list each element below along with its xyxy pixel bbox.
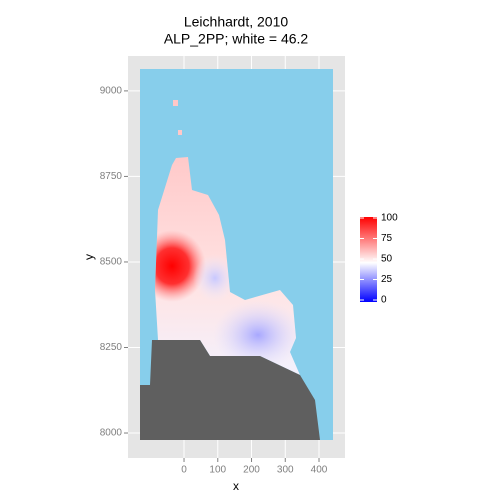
legend-label: 75 xyxy=(381,233,393,244)
y-tick-label: 8750 xyxy=(100,171,123,182)
x-tick-label: 300 xyxy=(277,465,294,476)
colorbar xyxy=(360,217,377,302)
y-tick-label: 8500 xyxy=(100,257,123,268)
x-tick-label: 100 xyxy=(209,465,226,476)
island xyxy=(178,130,182,135)
x-tick-label: 400 xyxy=(311,465,328,476)
y-tick-label: 8000 xyxy=(100,428,123,439)
legend-label: 50 xyxy=(381,254,393,265)
y-tick-label: 8250 xyxy=(100,342,123,353)
legend-label: 100 xyxy=(381,213,398,224)
legend-label: 0 xyxy=(381,295,387,306)
legend-label: 25 xyxy=(381,274,393,285)
x-axis-label: x xyxy=(233,479,239,493)
y-tick-label: 9000 xyxy=(100,86,123,97)
y-axis-label: y xyxy=(82,254,96,260)
x-tick-label: 0 xyxy=(181,465,187,476)
chart-title: Leichhardt, 2010 xyxy=(184,14,289,30)
island xyxy=(173,100,178,106)
x-tick-label: 200 xyxy=(243,465,260,476)
no-data-region xyxy=(140,340,320,440)
chart-subtitle: ALP_2PP; white = 46.2 xyxy=(164,31,309,47)
